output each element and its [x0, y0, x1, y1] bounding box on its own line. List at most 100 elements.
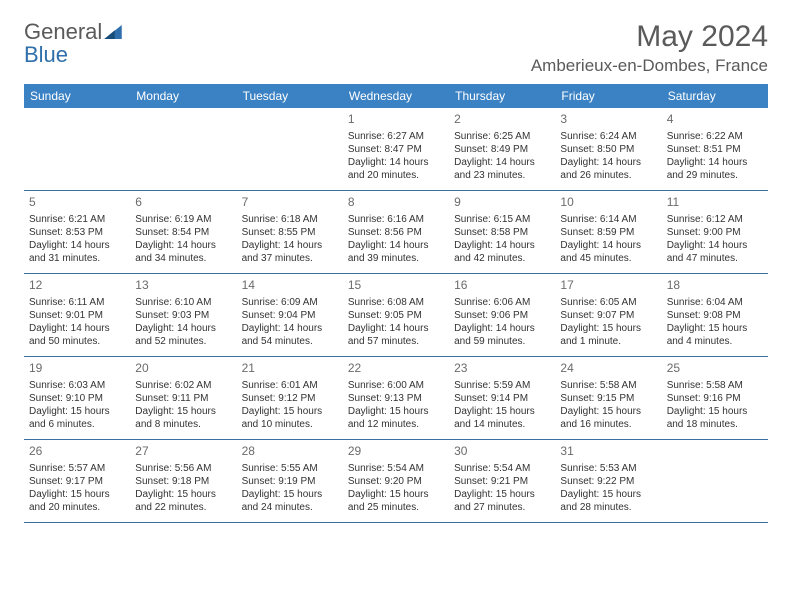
daylight-line2: and 10 minutes. [242, 418, 338, 431]
daylight-line2: and 24 minutes. [242, 501, 338, 514]
daylight-line2: and 14 minutes. [454, 418, 550, 431]
header: GeneralBlue May 2024 Amberieux-en-Dombes… [24, 20, 768, 76]
day-cell: 13Sunrise: 6:10 AMSunset: 9:03 PMDayligh… [130, 274, 236, 356]
sunset: Sunset: 9:21 PM [454, 475, 550, 488]
daylight-line1: Daylight: 15 hours [242, 488, 338, 501]
daylight-line1: Daylight: 15 hours [29, 405, 125, 418]
sunrise: Sunrise: 5:59 AM [454, 379, 550, 392]
sunset: Sunset: 9:22 PM [560, 475, 656, 488]
day-header-row: SundayMondayTuesdayWednesdayThursdayFrid… [24, 84, 768, 108]
daylight-line1: Daylight: 14 hours [348, 322, 444, 335]
daylight-line1: Daylight: 15 hours [560, 322, 656, 335]
sunrise: Sunrise: 5:58 AM [560, 379, 656, 392]
daylight-line2: and 8 minutes. [135, 418, 231, 431]
day-number: 19 [29, 361, 125, 377]
day-number: 6 [135, 195, 231, 211]
day-number: 21 [242, 361, 338, 377]
sunrise: Sunrise: 5:56 AM [135, 462, 231, 475]
day-cell: 6Sunrise: 6:19 AMSunset: 8:54 PMDaylight… [130, 191, 236, 273]
sunset: Sunset: 9:11 PM [135, 392, 231, 405]
empty-cell [662, 440, 768, 522]
title-block: May 2024 Amberieux-en-Dombes, France [531, 20, 768, 76]
daylight-line1: Daylight: 14 hours [29, 239, 125, 252]
day-number: 20 [135, 361, 231, 377]
sunrise: Sunrise: 5:57 AM [29, 462, 125, 475]
daylight-line1: Daylight: 15 hours [29, 488, 125, 501]
day-number: 18 [667, 278, 763, 294]
daylight-line1: Daylight: 15 hours [667, 405, 763, 418]
sunrise: Sunrise: 6:19 AM [135, 213, 231, 226]
sunset: Sunset: 8:51 PM [667, 143, 763, 156]
day-cell: 27Sunrise: 5:56 AMSunset: 9:18 PMDayligh… [130, 440, 236, 522]
sunrise: Sunrise: 6:10 AM [135, 296, 231, 309]
day-cell: 22Sunrise: 6:00 AMSunset: 9:13 PMDayligh… [343, 357, 449, 439]
daylight-line1: Daylight: 14 hours [454, 239, 550, 252]
calendar: SundayMondayTuesdayWednesdayThursdayFrid… [24, 84, 768, 523]
daylight-line1: Daylight: 14 hours [242, 239, 338, 252]
daylight-line1: Daylight: 15 hours [135, 405, 231, 418]
week-row: 5Sunrise: 6:21 AMSunset: 8:53 PMDaylight… [24, 191, 768, 274]
daylight-line1: Daylight: 14 hours [348, 239, 444, 252]
daylight-line1: Daylight: 15 hours [454, 405, 550, 418]
day-header: Monday [130, 84, 236, 108]
sunset: Sunset: 8:50 PM [560, 143, 656, 156]
sunrise: Sunrise: 5:54 AM [348, 462, 444, 475]
daylight-line2: and 20 minutes. [348, 169, 444, 182]
sunrise: Sunrise: 6:11 AM [29, 296, 125, 309]
day-number: 11 [667, 195, 763, 211]
day-cell: 10Sunrise: 6:14 AMSunset: 8:59 PMDayligh… [555, 191, 661, 273]
day-cell: 30Sunrise: 5:54 AMSunset: 9:21 PMDayligh… [449, 440, 555, 522]
day-cell: 16Sunrise: 6:06 AMSunset: 9:06 PMDayligh… [449, 274, 555, 356]
daylight-line2: and 54 minutes. [242, 335, 338, 348]
day-cell: 25Sunrise: 5:58 AMSunset: 9:16 PMDayligh… [662, 357, 768, 439]
sunset: Sunset: 9:08 PM [667, 309, 763, 322]
sunset: Sunset: 9:20 PM [348, 475, 444, 488]
daylight-line1: Daylight: 15 hours [560, 488, 656, 501]
sunrise: Sunrise: 5:54 AM [454, 462, 550, 475]
day-number: 29 [348, 444, 444, 460]
sunset: Sunset: 8:47 PM [348, 143, 444, 156]
daylight-line1: Daylight: 14 hours [667, 156, 763, 169]
sunset: Sunset: 9:16 PM [667, 392, 763, 405]
day-number: 31 [560, 444, 656, 460]
daylight-line2: and 45 minutes. [560, 252, 656, 265]
sunset: Sunset: 9:14 PM [454, 392, 550, 405]
day-number: 2 [454, 112, 550, 128]
week-row: 12Sunrise: 6:11 AMSunset: 9:01 PMDayligh… [24, 274, 768, 357]
daylight-line2: and 22 minutes. [135, 501, 231, 514]
daylight-line2: and 27 minutes. [454, 501, 550, 514]
day-number: 13 [135, 278, 231, 294]
sunset: Sunset: 8:56 PM [348, 226, 444, 239]
sunset: Sunset: 8:58 PM [454, 226, 550, 239]
day-header: Friday [555, 84, 661, 108]
sunset: Sunset: 8:49 PM [454, 143, 550, 156]
sunrise: Sunrise: 6:12 AM [667, 213, 763, 226]
daylight-line2: and 29 minutes. [667, 169, 763, 182]
sunrise: Sunrise: 6:27 AM [348, 130, 444, 143]
day-cell: 28Sunrise: 5:55 AMSunset: 9:19 PMDayligh… [237, 440, 343, 522]
day-cell: 12Sunrise: 6:11 AMSunset: 9:01 PMDayligh… [24, 274, 130, 356]
sunset: Sunset: 9:17 PM [29, 475, 125, 488]
sunrise: Sunrise: 6:02 AM [135, 379, 231, 392]
daylight-line1: Daylight: 14 hours [667, 239, 763, 252]
daylight-line1: Daylight: 14 hours [135, 239, 231, 252]
daylight-line2: and 31 minutes. [29, 252, 125, 265]
sunrise: Sunrise: 6:01 AM [242, 379, 338, 392]
daylight-line2: and 20 minutes. [29, 501, 125, 514]
daylight-line1: Daylight: 14 hours [348, 156, 444, 169]
sunrise: Sunrise: 5:58 AM [667, 379, 763, 392]
day-cell: 2Sunrise: 6:25 AMSunset: 8:49 PMDaylight… [449, 108, 555, 190]
daylight-line1: Daylight: 15 hours [560, 405, 656, 418]
sunset: Sunset: 9:06 PM [454, 309, 550, 322]
day-number: 28 [242, 444, 338, 460]
weeks-container: 1Sunrise: 6:27 AMSunset: 8:47 PMDaylight… [24, 108, 768, 523]
sunrise: Sunrise: 6:25 AM [454, 130, 550, 143]
sunset: Sunset: 9:19 PM [242, 475, 338, 488]
daylight-line1: Daylight: 15 hours [454, 488, 550, 501]
day-number: 10 [560, 195, 656, 211]
daylight-line2: and 12 minutes. [348, 418, 444, 431]
sunset: Sunset: 9:15 PM [560, 392, 656, 405]
sunrise: Sunrise: 6:08 AM [348, 296, 444, 309]
sunrise: Sunrise: 6:24 AM [560, 130, 656, 143]
day-header: Wednesday [343, 84, 449, 108]
